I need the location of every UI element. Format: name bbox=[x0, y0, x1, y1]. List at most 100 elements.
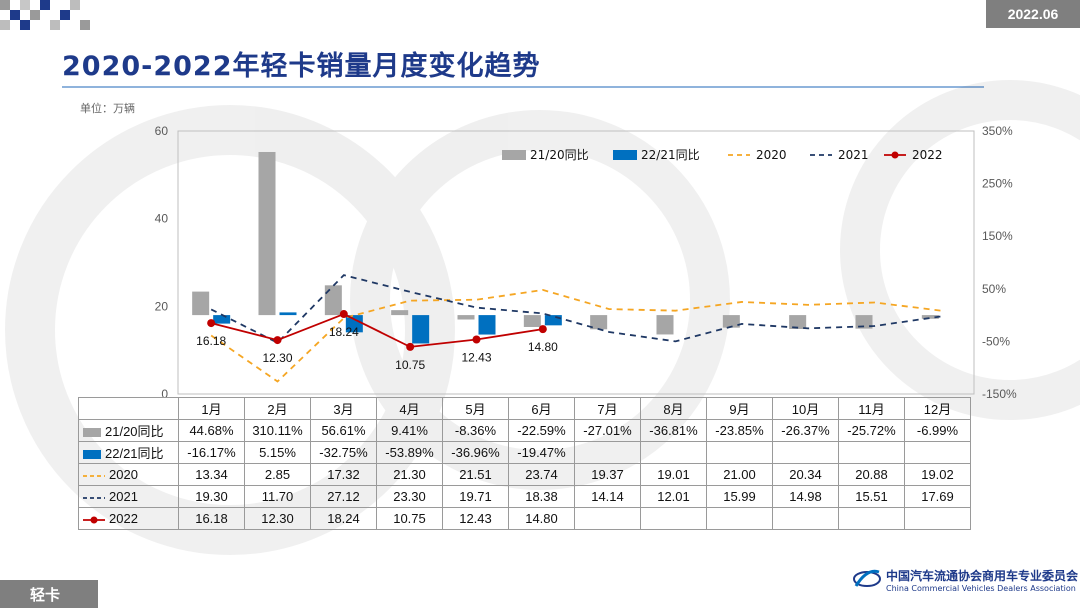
bar-21-20 bbox=[324, 285, 342, 316]
table-cell: -22.59% bbox=[508, 419, 575, 442]
legend-label: 2021 bbox=[838, 148, 869, 162]
month-header: 9月 bbox=[706, 397, 773, 420]
legend-label: 21/20同比 bbox=[530, 148, 589, 162]
data-label-2022: 12.30 bbox=[262, 351, 292, 365]
table-cell: -27.01% bbox=[574, 419, 641, 442]
table-cell: 17.32 bbox=[310, 463, 377, 486]
row-label-text: 2022 bbox=[109, 511, 138, 526]
table-cell: 18.38 bbox=[508, 485, 575, 508]
bar-22-21 bbox=[279, 312, 297, 316]
table-cell bbox=[640, 441, 707, 464]
y-right-tick-label: 50% bbox=[982, 282, 1006, 296]
table-cell: 11.70 bbox=[244, 485, 311, 508]
point-2022 bbox=[472, 335, 481, 344]
data-label-2022: 16.18 bbox=[196, 334, 226, 348]
table-cell: 14.80 bbox=[508, 507, 575, 530]
legend-label: 22/21同比 bbox=[641, 148, 700, 162]
decorative-squares bbox=[0, 0, 100, 40]
table-cell: 21.30 bbox=[376, 463, 443, 486]
table-cell: 18.24 bbox=[310, 507, 377, 530]
y-left-tick-label: 40 bbox=[155, 212, 169, 226]
month-header: 12月 bbox=[904, 397, 971, 420]
legend-key bbox=[83, 428, 101, 438]
table-cell bbox=[838, 507, 905, 530]
month-header: 10月 bbox=[772, 397, 839, 420]
row-label-text: 2021 bbox=[109, 489, 138, 504]
data-table: 1月 2月 3月 4月 5月 6月 7月 8月 9月 10月 11月 12月 21/20同比 44.68%… bbox=[78, 397, 971, 530]
table-cell: 12.01 bbox=[640, 485, 707, 508]
table-cell: -53.89% bbox=[376, 441, 443, 464]
month-header: 8月 bbox=[640, 397, 707, 420]
table-cell: 56.61% bbox=[310, 419, 377, 442]
watermark bbox=[5, 80, 1080, 555]
row-label: 22/21同比 bbox=[78, 441, 179, 464]
table-row: 22/21同比 -16.17% 5.15% -32.75% -53.89% -36.96%… bbox=[78, 441, 971, 464]
line-series-2020 bbox=[210, 289, 941, 383]
table-cell: 20.88 bbox=[838, 463, 905, 486]
month-header: 6月 bbox=[508, 397, 575, 420]
cvda-logo-icon bbox=[853, 569, 881, 587]
plot-frame bbox=[177, 130, 975, 395]
table-cell: 5.15% bbox=[244, 441, 311, 464]
row-label: 2022 bbox=[78, 507, 179, 530]
table-cell: 15.51 bbox=[838, 485, 905, 508]
table-cell: 13.34 bbox=[178, 463, 245, 486]
data-label-2022: 14.80 bbox=[528, 340, 558, 354]
y-right-tick-label: 250% bbox=[982, 177, 1013, 191]
table-cell: -19.47% bbox=[508, 441, 575, 464]
y-right-tick-label: 350% bbox=[982, 124, 1013, 138]
table-cell bbox=[706, 507, 773, 530]
table-cell: 21.00 bbox=[706, 463, 773, 486]
bar-21-20 bbox=[855, 315, 873, 329]
month-header: 5月 bbox=[442, 397, 509, 420]
y-left-tick-label: 20 bbox=[155, 299, 169, 313]
table-cell: 23.74 bbox=[508, 463, 575, 486]
table-cell bbox=[772, 507, 839, 530]
bar-21-20 bbox=[391, 310, 409, 316]
org-name-cn: 中国汽车流通协会商用车专业委员会 bbox=[886, 569, 1079, 583]
title-divider bbox=[62, 86, 984, 88]
table-row: 21/20同比 44.68% 310.11% 56.61% 9.41% -8.36% -22… bbox=[78, 419, 971, 442]
legend-swatch bbox=[502, 150, 526, 160]
table-header-row: 1月 2月 3月 4月 5月 6月 7月 8月 9月 10月 11月 12月 bbox=[78, 397, 971, 420]
chart-legend: 21/20同比 22/21同比 2020 2021 2022 bbox=[502, 148, 943, 162]
table-cell: -36.81% bbox=[640, 419, 707, 442]
table-cell: 19.37 bbox=[574, 463, 641, 486]
table-cell: 20.34 bbox=[772, 463, 839, 486]
table-cell: 44.68% bbox=[178, 419, 245, 442]
date-badge: 2022.06 bbox=[986, 0, 1080, 28]
bar-21-20 bbox=[921, 315, 939, 319]
row-label-text: 21/20同比 bbox=[105, 424, 164, 439]
row-label: 2020 bbox=[78, 463, 179, 486]
table-cell: -6.99% bbox=[904, 419, 971, 442]
table-cell: 14.98 bbox=[772, 485, 839, 508]
table-cell: 19.71 bbox=[442, 485, 509, 508]
table-cell: -23.85% bbox=[706, 419, 773, 442]
legend-label: 2020 bbox=[756, 148, 787, 162]
point-2022 bbox=[538, 325, 547, 334]
bar-22-21 bbox=[213, 315, 231, 324]
page-title: 2020-2022年轻卡销量月度变化趋势 bbox=[62, 51, 541, 82]
point-2022 bbox=[339, 310, 348, 319]
bar-21-20 bbox=[722, 315, 740, 328]
point-2022 bbox=[273, 336, 282, 345]
legend-marker bbox=[891, 151, 899, 159]
table-cell: 19.01 bbox=[640, 463, 707, 486]
table-cell bbox=[838, 441, 905, 464]
table-cell: 10.75 bbox=[376, 507, 443, 530]
month-header: 11月 bbox=[838, 397, 905, 420]
y-right-tick-label: -150% bbox=[982, 387, 1017, 401]
table-cell: 2.85 bbox=[244, 463, 311, 486]
table-cell: -26.37% bbox=[772, 419, 839, 442]
bar-22-21 bbox=[478, 315, 496, 335]
table-cell: -32.75% bbox=[310, 441, 377, 464]
month-header: 2月 bbox=[244, 397, 311, 420]
line-series-2022 bbox=[210, 313, 543, 348]
bar-22-21 bbox=[544, 315, 562, 326]
table-cell: 9.41% bbox=[376, 419, 443, 442]
legend-label: 2022 bbox=[912, 148, 943, 162]
month-header: 1月 bbox=[178, 397, 245, 420]
table-cell: 12.43 bbox=[442, 507, 509, 530]
table-cell bbox=[706, 441, 773, 464]
